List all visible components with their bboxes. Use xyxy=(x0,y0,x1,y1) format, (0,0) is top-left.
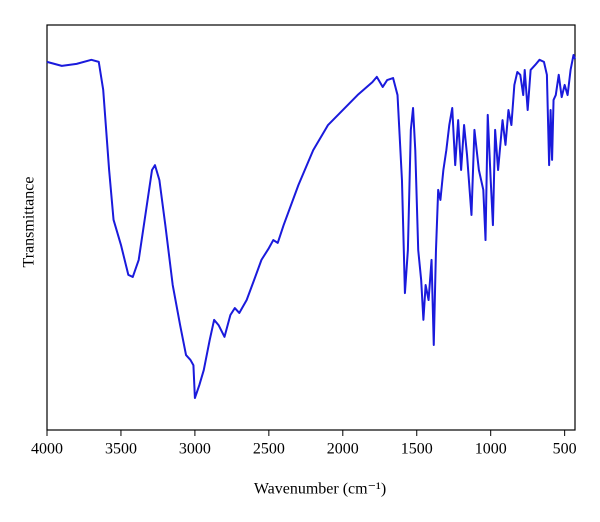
x-tick-label: 3500 xyxy=(105,441,137,458)
x-axis-label: Wavenumber (cm⁻¹) xyxy=(254,481,386,498)
y-axis-label: Transmittance xyxy=(21,177,38,268)
x-tick-label: 2500 xyxy=(253,441,285,458)
x-tick-label: 2000 xyxy=(327,441,359,458)
x-tick-label: 1500 xyxy=(401,441,433,458)
x-tick-label: 1000 xyxy=(475,441,507,458)
x-tick-label: 500 xyxy=(553,441,577,458)
x-tick-label: 4000 xyxy=(31,441,63,458)
plot-frame xyxy=(46,24,576,431)
x-tick-label: 3000 xyxy=(179,441,211,458)
spectrum-line xyxy=(46,53,576,399)
